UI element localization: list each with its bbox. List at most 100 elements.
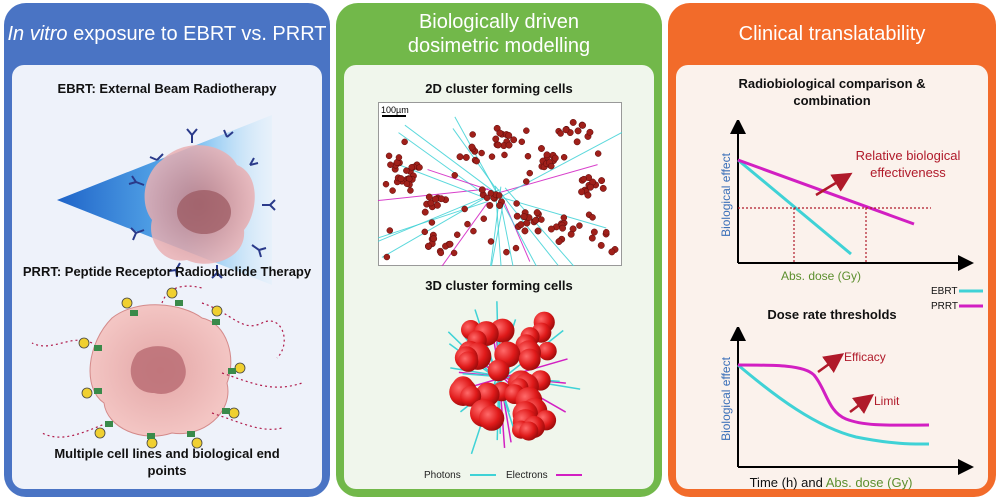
cell-dot — [395, 154, 403, 161]
legend-ebrt-label: EBRT — [931, 286, 958, 297]
photon-track — [494, 188, 537, 266]
cell-dot — [494, 141, 502, 149]
photon-track — [490, 203, 504, 266]
photon-track — [454, 116, 498, 194]
cell-dot — [453, 231, 461, 238]
footer-line-1: Multiple cell lines and biological end — [54, 446, 280, 461]
photon-track — [398, 132, 492, 201]
ebrt-illustration — [57, 115, 276, 285]
cell-dot — [505, 141, 513, 149]
cell-dot — [464, 220, 471, 228]
prrt-label: PRRT: Peptide Receptor Radionuclide Ther… — [22, 264, 312, 279]
comparison-title-line-2: combination — [793, 93, 871, 108]
legend-prrt-label: PRRT — [931, 301, 958, 312]
clinical-panel-body: Radiobiological comparison & combination… — [676, 65, 988, 490]
cell-dot — [537, 145, 545, 152]
y-axis-label-1: Biological effect — [719, 152, 733, 236]
dosimetric-title-line-2: dosimetric modelling — [407, 35, 591, 57]
cell-dot — [520, 213, 528, 221]
electron-track — [504, 203, 531, 262]
cell-dot — [573, 138, 581, 146]
track-legend: Photons Electrons — [424, 470, 582, 481]
cell-dot — [446, 240, 454, 248]
cell-dot — [437, 249, 445, 257]
x-axis-label-2: Time (h) and Abs. dose (Gy) — [750, 475, 913, 490]
cell-dot — [602, 228, 610, 236]
cell-dot — [505, 131, 513, 139]
cell-dot — [461, 205, 468, 213]
thresholds-title: Dose rate thresholds — [767, 307, 897, 322]
cell-dot — [428, 219, 436, 226]
cell-dot — [407, 187, 414, 194]
cell-dot — [533, 209, 541, 217]
cell-dot — [487, 190, 495, 197]
rbe-chart: Biological effect Relative biological ef… — [719, 120, 983, 297]
radionuclide-icons — [78, 287, 246, 449]
cell-dot — [451, 172, 458, 179]
cells-2d — [382, 118, 619, 261]
clinical-panel: Clinical translatability Radiobiological… — [668, 3, 996, 497]
cell-sphere — [518, 348, 541, 371]
cluster-3d-label: 3D cluster forming cells — [425, 278, 573, 293]
cell-dot — [524, 152, 532, 160]
cell-dot — [548, 162, 555, 170]
x-axis-label-2-part-2: Abs. dose (Gy) — [826, 475, 913, 490]
cell-sphere — [487, 359, 510, 382]
rbe-arrow — [815, 172, 853, 197]
prrt-illustration — [31, 285, 303, 449]
cell-dot — [437, 195, 445, 203]
cell-dot — [473, 157, 480, 165]
cell-dot — [403, 167, 410, 174]
cell-dot — [450, 249, 458, 257]
rbe-label-line-1: Relative biological — [856, 148, 961, 163]
cell-sphere — [460, 385, 482, 407]
ebrt-cell-nucleus — [177, 190, 231, 234]
cell-dot — [598, 177, 606, 185]
legend-prrt: PRRT — [931, 301, 983, 312]
cell-dot — [416, 164, 423, 171]
cell-dot — [513, 212, 521, 220]
electron-track — [441, 202, 488, 266]
y-axis-label-2: Biological effect — [719, 356, 733, 440]
x-axis-label-2-part-1: Time (h) and — [750, 475, 826, 490]
cell-dot — [517, 221, 525, 229]
cell-dot — [523, 178, 530, 185]
cell-dot — [421, 208, 429, 216]
cell-dot — [599, 184, 607, 192]
cell-sphere — [479, 405, 505, 431]
peptide-icons — [94, 300, 236, 439]
cell-dot — [510, 136, 518, 144]
cell-dot — [383, 253, 391, 261]
cell-dot — [562, 126, 570, 134]
photon-track — [404, 124, 502, 198]
limit-arrow — [849, 394, 874, 414]
ebrt-curve — [737, 363, 930, 446]
dosimetric-title-line-1: Biologically driven — [418, 11, 580, 33]
cell-dot — [496, 129, 504, 137]
cell-dot — [576, 222, 583, 229]
cell-dot — [496, 202, 504, 209]
cell-dot — [456, 153, 464, 161]
cell-dot — [579, 121, 587, 129]
cell-dot — [492, 135, 500, 143]
cell-dot — [478, 149, 485, 157]
cell-dot — [386, 227, 394, 234]
cell-dot — [486, 201, 494, 209]
photon-track — [381, 189, 500, 258]
spheres-3d — [449, 311, 557, 441]
cell-dot — [567, 230, 575, 238]
cell-dot — [424, 242, 432, 250]
cell-dot — [547, 225, 555, 233]
cell-dot — [401, 138, 408, 146]
scale-bar-label: 100µm — [381, 105, 409, 115]
title-italic-part: In vitro — [7, 23, 68, 45]
ebrt-label: EBRT: External Beam Radiotherapy — [57, 81, 277, 96]
cluster-2d-figure: 100µm — [378, 102, 622, 266]
prrt-curve — [737, 363, 930, 427]
receptor-icons — [128, 128, 276, 279]
cell-dot — [432, 195, 439, 203]
cell-dot — [574, 127, 582, 135]
cell-dot — [578, 188, 586, 196]
rbe-label-line-2: effectiveness — [870, 165, 946, 180]
cell-dot — [470, 227, 477, 235]
